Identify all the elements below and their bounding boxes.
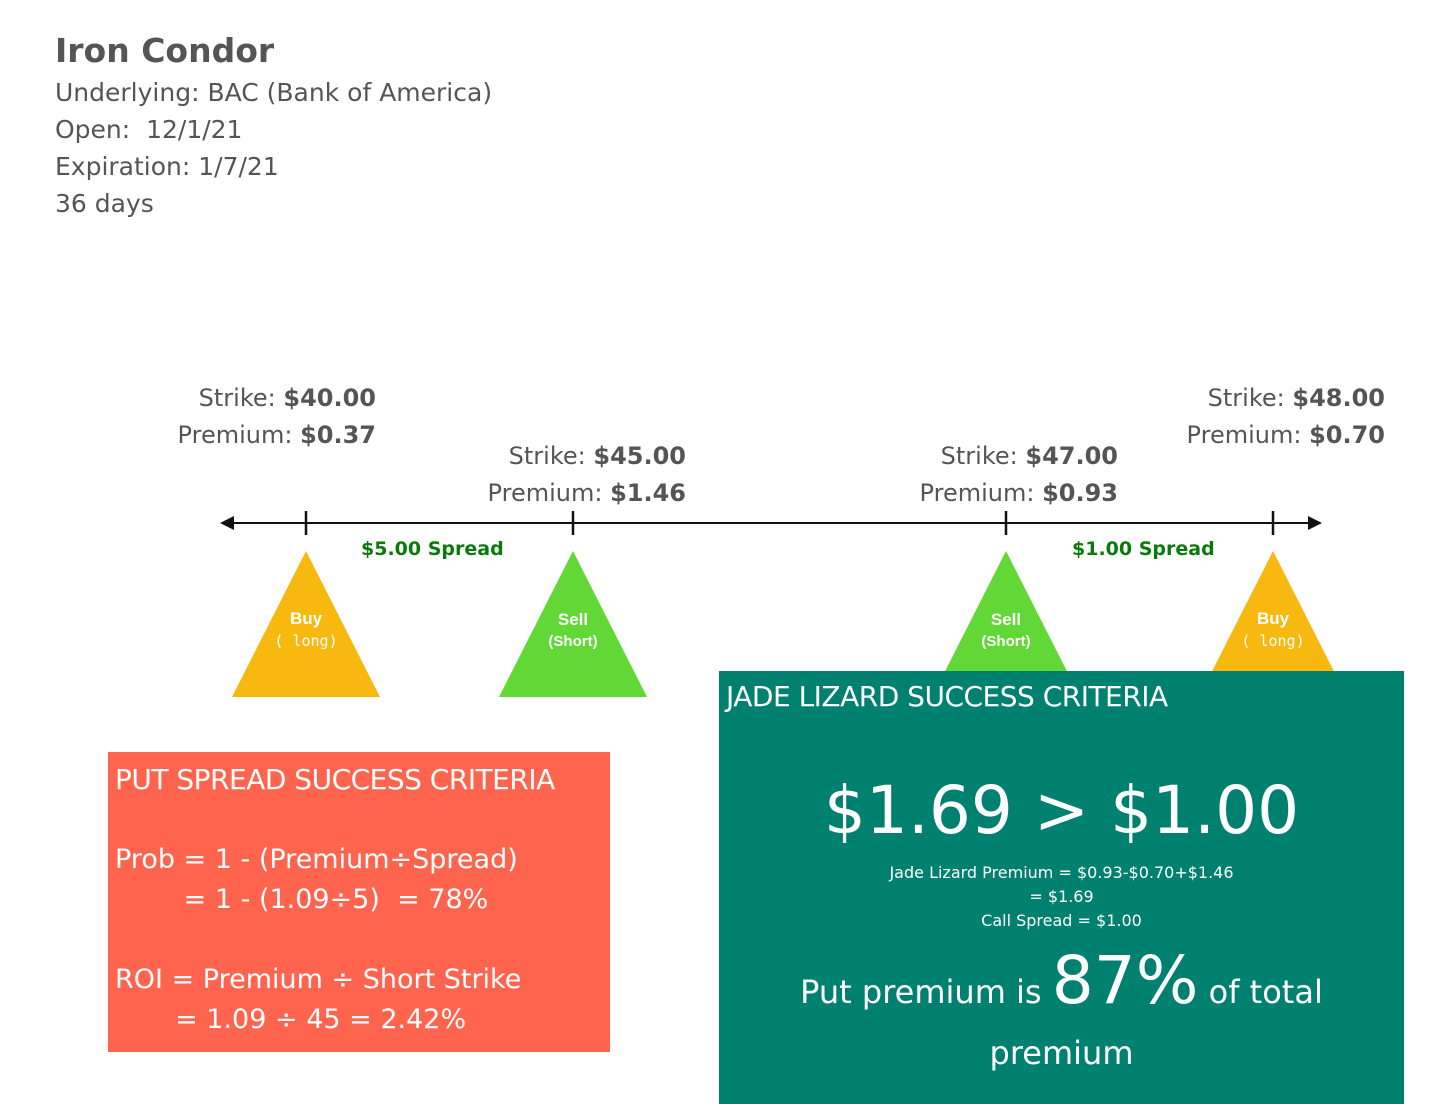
put-premium-suffix: of total <box>1198 973 1323 1011</box>
put-premium-percent: 87% <box>1051 942 1199 1019</box>
header: Iron Condor Underlying: BAC (Bank of Ame… <box>55 28 492 222</box>
leg-4-action: Buy ( long) <box>1241 608 1304 652</box>
leg-2-position-text: (Short) <box>548 633 598 650</box>
leg-1-position-text: ( long) <box>274 632 338 650</box>
leg-3-position-text: (Short) <box>981 633 1031 650</box>
jade-premium-total: = $1.69 <box>1029 887 1094 906</box>
leg-4-strike-label: Strike: <box>1207 384 1285 412</box>
leg-3-strike-value: $47.00 <box>1025 442 1118 470</box>
jade-lizard-criteria-box: JADE LIZARD SUCCESS CRITERIA $1.69 > $1.… <box>719 671 1404 1104</box>
leg-3-strike-label: Strike: <box>940 442 1018 470</box>
strike-axis-diagram <box>220 511 1347 697</box>
days-text: 36 days <box>55 189 154 218</box>
leg-4-action-text: Buy <box>1256 609 1290 628</box>
call-spread-value: Call Spread = $1.00 <box>981 911 1142 930</box>
put-spread-criteria-box: PUT SPREAD SUCCESS CRITERIA Prob = 1 - (… <box>108 752 610 1052</box>
triangle-leg-1 <box>232 551 380 697</box>
prob-result: = 1 - (1.09÷5) = 78% <box>115 884 489 915</box>
leg-1-action-text: Buy <box>289 609 323 628</box>
leg-4-label: Strike: $48.00 Premium: $0.70 <box>1187 380 1385 454</box>
leg-4-premium-label: Premium: <box>1186 421 1302 449</box>
leg-1-action: Buy ( long) <box>274 608 337 652</box>
leg-1-strike-value: $40.00 <box>283 384 376 412</box>
leg-1-premium-value: $0.37 <box>300 421 376 449</box>
leg-1-strike-label: Strike: <box>198 384 276 412</box>
jade-premium-formula: Jade Lizard Premium = $0.93-$0.70+$1.46 <box>889 863 1234 882</box>
call-spread-label: $1.00 Spread <box>1072 538 1215 560</box>
roi-result: = 1.09 ÷ 45 = 2.42% <box>115 1004 467 1035</box>
put-spread-label: $5.00 Spread <box>361 538 504 560</box>
leg-3-premium-value: $0.93 <box>1042 479 1118 507</box>
put-box-title: PUT SPREAD SUCCESS CRITERIA <box>115 763 555 796</box>
underlying-text: Underlying: BAC (Bank of America) <box>55 78 493 107</box>
leg-2-premium-value: $1.46 <box>610 479 686 507</box>
leg-2-strike-value: $45.00 <box>593 442 686 470</box>
leg-4-premium-value: $0.70 <box>1309 421 1385 449</box>
leg-2-label: Strike: $45.00 Premium: $1.46 <box>488 438 686 512</box>
leg-4-strike-value: $48.00 <box>1292 384 1385 412</box>
open-date-text: Open: 12/1/21 <box>55 115 243 144</box>
page-title: Iron Condor <box>55 31 275 70</box>
put-premium-share: Put premium is 87% of total <box>719 941 1404 1032</box>
triangle-leg-3 <box>932 551 1080 697</box>
leg-2-action-text: Sell <box>557 610 589 629</box>
jade-box-title: JADE LIZARD SUCCESS CRITERIA <box>726 680 1168 713</box>
put-premium-end: premium <box>989 1034 1134 1072</box>
roi-formula: ROI = Premium ÷ Short Strike <box>115 964 522 995</box>
leg-1-premium-label: Premium: <box>177 421 293 449</box>
axis-left-arrow <box>220 516 234 530</box>
triangle-leg-4 <box>1199 551 1347 697</box>
leg-4-position-text: ( long) <box>1241 632 1305 650</box>
leg-3-action-text: Sell <box>990 610 1022 629</box>
leg-2-strike-label: Strike: <box>508 442 586 470</box>
leg-2-premium-label: Premium: <box>487 479 603 507</box>
leg-3-label: Strike: $47.00 Premium: $0.93 <box>920 438 1118 512</box>
axis-right-arrow <box>1308 516 1322 530</box>
prob-formula: Prob = 1 - (Premium÷Spread) <box>115 844 518 875</box>
expiration-text: Expiration: 1/7/21 <box>55 152 279 181</box>
triangle-leg-2 <box>499 551 647 697</box>
jade-comparison: $1.69 > $1.00 <box>823 772 1300 849</box>
leg-3-action: Sell (Short) <box>981 609 1030 653</box>
put-premium-prefix: Put premium is <box>800 973 1052 1011</box>
leg-1-label: Strike: $40.00 Premium: $0.37 <box>178 380 376 454</box>
leg-2-action: Sell (Short) <box>548 609 597 653</box>
leg-3-premium-label: Premium: <box>919 479 1035 507</box>
